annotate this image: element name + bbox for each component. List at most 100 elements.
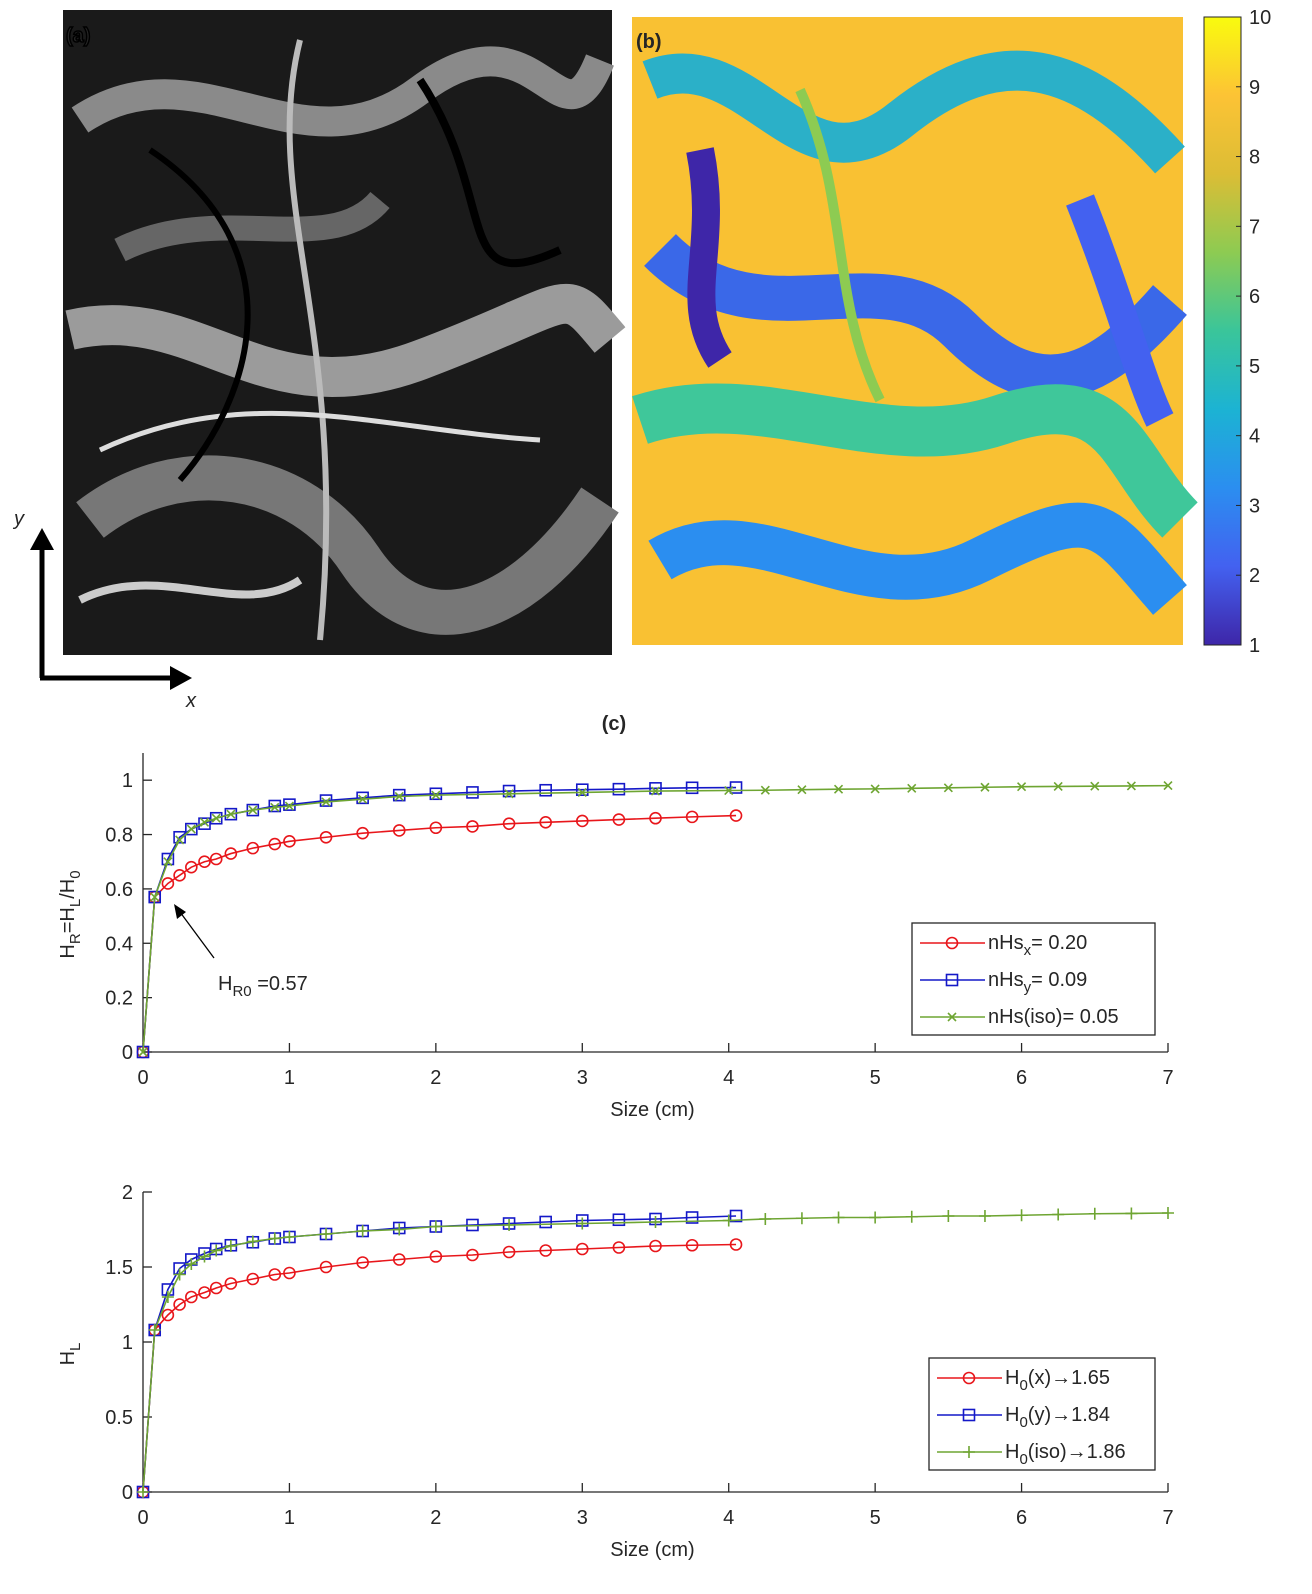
panel-label: (b) xyxy=(636,31,662,53)
text-part: 0 xyxy=(1019,1414,1027,1431)
marker xyxy=(148,1324,161,1336)
marker xyxy=(795,1212,808,1225)
marker xyxy=(175,835,185,845)
marker xyxy=(943,783,953,793)
text-part: x xyxy=(1024,942,1032,959)
text-part: = 0.20 xyxy=(1031,932,1087,954)
marker xyxy=(270,802,280,812)
y-tick-label: 1 xyxy=(122,770,133,792)
marker xyxy=(173,869,186,882)
marker xyxy=(284,801,294,811)
marker xyxy=(319,1260,333,1274)
marker xyxy=(356,1225,369,1237)
x-tick-label: 0 xyxy=(137,1067,148,1089)
panel-label: (a) xyxy=(66,25,90,47)
marker xyxy=(394,791,404,802)
marker xyxy=(907,783,917,793)
marker xyxy=(268,799,282,813)
x-tick-label: 6 xyxy=(1016,1507,1027,1529)
marker xyxy=(1090,781,1100,791)
y-tick-label: 10 xyxy=(1249,7,1271,29)
marker xyxy=(392,788,406,802)
legend-label: H0(iso)→1.86 xyxy=(1005,1441,1126,1468)
y-tick-label: 3 xyxy=(1249,495,1260,517)
marker xyxy=(869,1211,882,1224)
marker xyxy=(209,1281,223,1295)
marker xyxy=(962,1371,976,1385)
x-tick-label: 5 xyxy=(870,1507,881,1529)
marker xyxy=(209,852,223,866)
marker xyxy=(685,1238,699,1252)
marker xyxy=(502,784,516,798)
marker xyxy=(1162,1207,1174,1219)
marker xyxy=(685,810,699,824)
marker xyxy=(173,1268,186,1281)
y-tick-label: 0.6 xyxy=(105,879,133,901)
marker xyxy=(319,830,333,844)
text-part: /H xyxy=(57,879,79,899)
y-tick-label: 0 xyxy=(122,1482,133,1504)
x-tick-label: 4 xyxy=(723,1067,734,1089)
y-tick-label: 2 xyxy=(122,1182,133,1204)
x-tick-label: 1 xyxy=(284,1067,295,1089)
marker xyxy=(612,782,626,796)
marker xyxy=(685,781,699,795)
marker xyxy=(729,1209,743,1223)
x-tick-label: 5 xyxy=(870,1067,881,1089)
marker xyxy=(649,782,662,795)
marker xyxy=(283,1231,296,1243)
y-tick-label: 0.8 xyxy=(105,825,133,847)
legend-label: nHsx= 0.20 xyxy=(988,932,1087,959)
x-tick-label: 7 xyxy=(1162,1067,1173,1089)
y-tick-label: 0.4 xyxy=(105,933,133,955)
axes-arrows xyxy=(30,528,192,690)
marker xyxy=(575,814,589,828)
y-tick-label: 5 xyxy=(1249,356,1260,378)
marker xyxy=(393,1223,406,1236)
text-part: =0.57 xyxy=(252,973,308,995)
marker xyxy=(729,809,743,822)
y-tick-label: 1 xyxy=(122,1332,133,1354)
marker xyxy=(210,1244,223,1257)
marker xyxy=(199,817,210,827)
marker xyxy=(186,824,196,834)
y-tick-label: 9 xyxy=(1249,77,1260,99)
marker xyxy=(198,1286,211,1299)
series-line xyxy=(142,1243,737,1493)
marker xyxy=(356,826,369,840)
x-axis-label: Size (cm) xyxy=(610,1539,694,1561)
arrow-label: x xyxy=(185,690,197,712)
text-part: H xyxy=(1005,1404,1019,1426)
marker xyxy=(575,783,589,796)
marker xyxy=(1088,1207,1101,1220)
marker xyxy=(185,1290,198,1304)
series-line xyxy=(142,1215,737,1493)
marker xyxy=(685,1211,699,1224)
x-tick-label: 2 xyxy=(430,1067,441,1089)
x-tick-label: 7 xyxy=(1162,1507,1173,1529)
x-axis-label: Size (cm) xyxy=(610,1099,694,1121)
marker xyxy=(1163,781,1173,791)
marker xyxy=(358,794,368,804)
legend-label: nHs(iso)= 0.05 xyxy=(988,1006,1119,1028)
x-tick-label: 3 xyxy=(577,1067,588,1089)
x-tick-label: 1 xyxy=(284,1507,295,1529)
marker xyxy=(283,835,296,848)
y-tick-label: 2 xyxy=(1249,565,1260,587)
marker xyxy=(1015,1209,1028,1222)
marker xyxy=(268,837,282,851)
marker xyxy=(429,1220,442,1233)
text-part: = 0.09 xyxy=(1031,969,1087,991)
marker xyxy=(224,1240,237,1252)
x-tick-label: 0 xyxy=(137,1507,148,1529)
marker xyxy=(466,786,479,799)
marker xyxy=(161,852,175,866)
x-tick-label: 4 xyxy=(723,1507,734,1529)
text-part: (y)→1.84 xyxy=(1028,1404,1110,1426)
marker xyxy=(905,1210,918,1223)
marker xyxy=(163,857,173,867)
text-part: =H xyxy=(57,907,79,933)
